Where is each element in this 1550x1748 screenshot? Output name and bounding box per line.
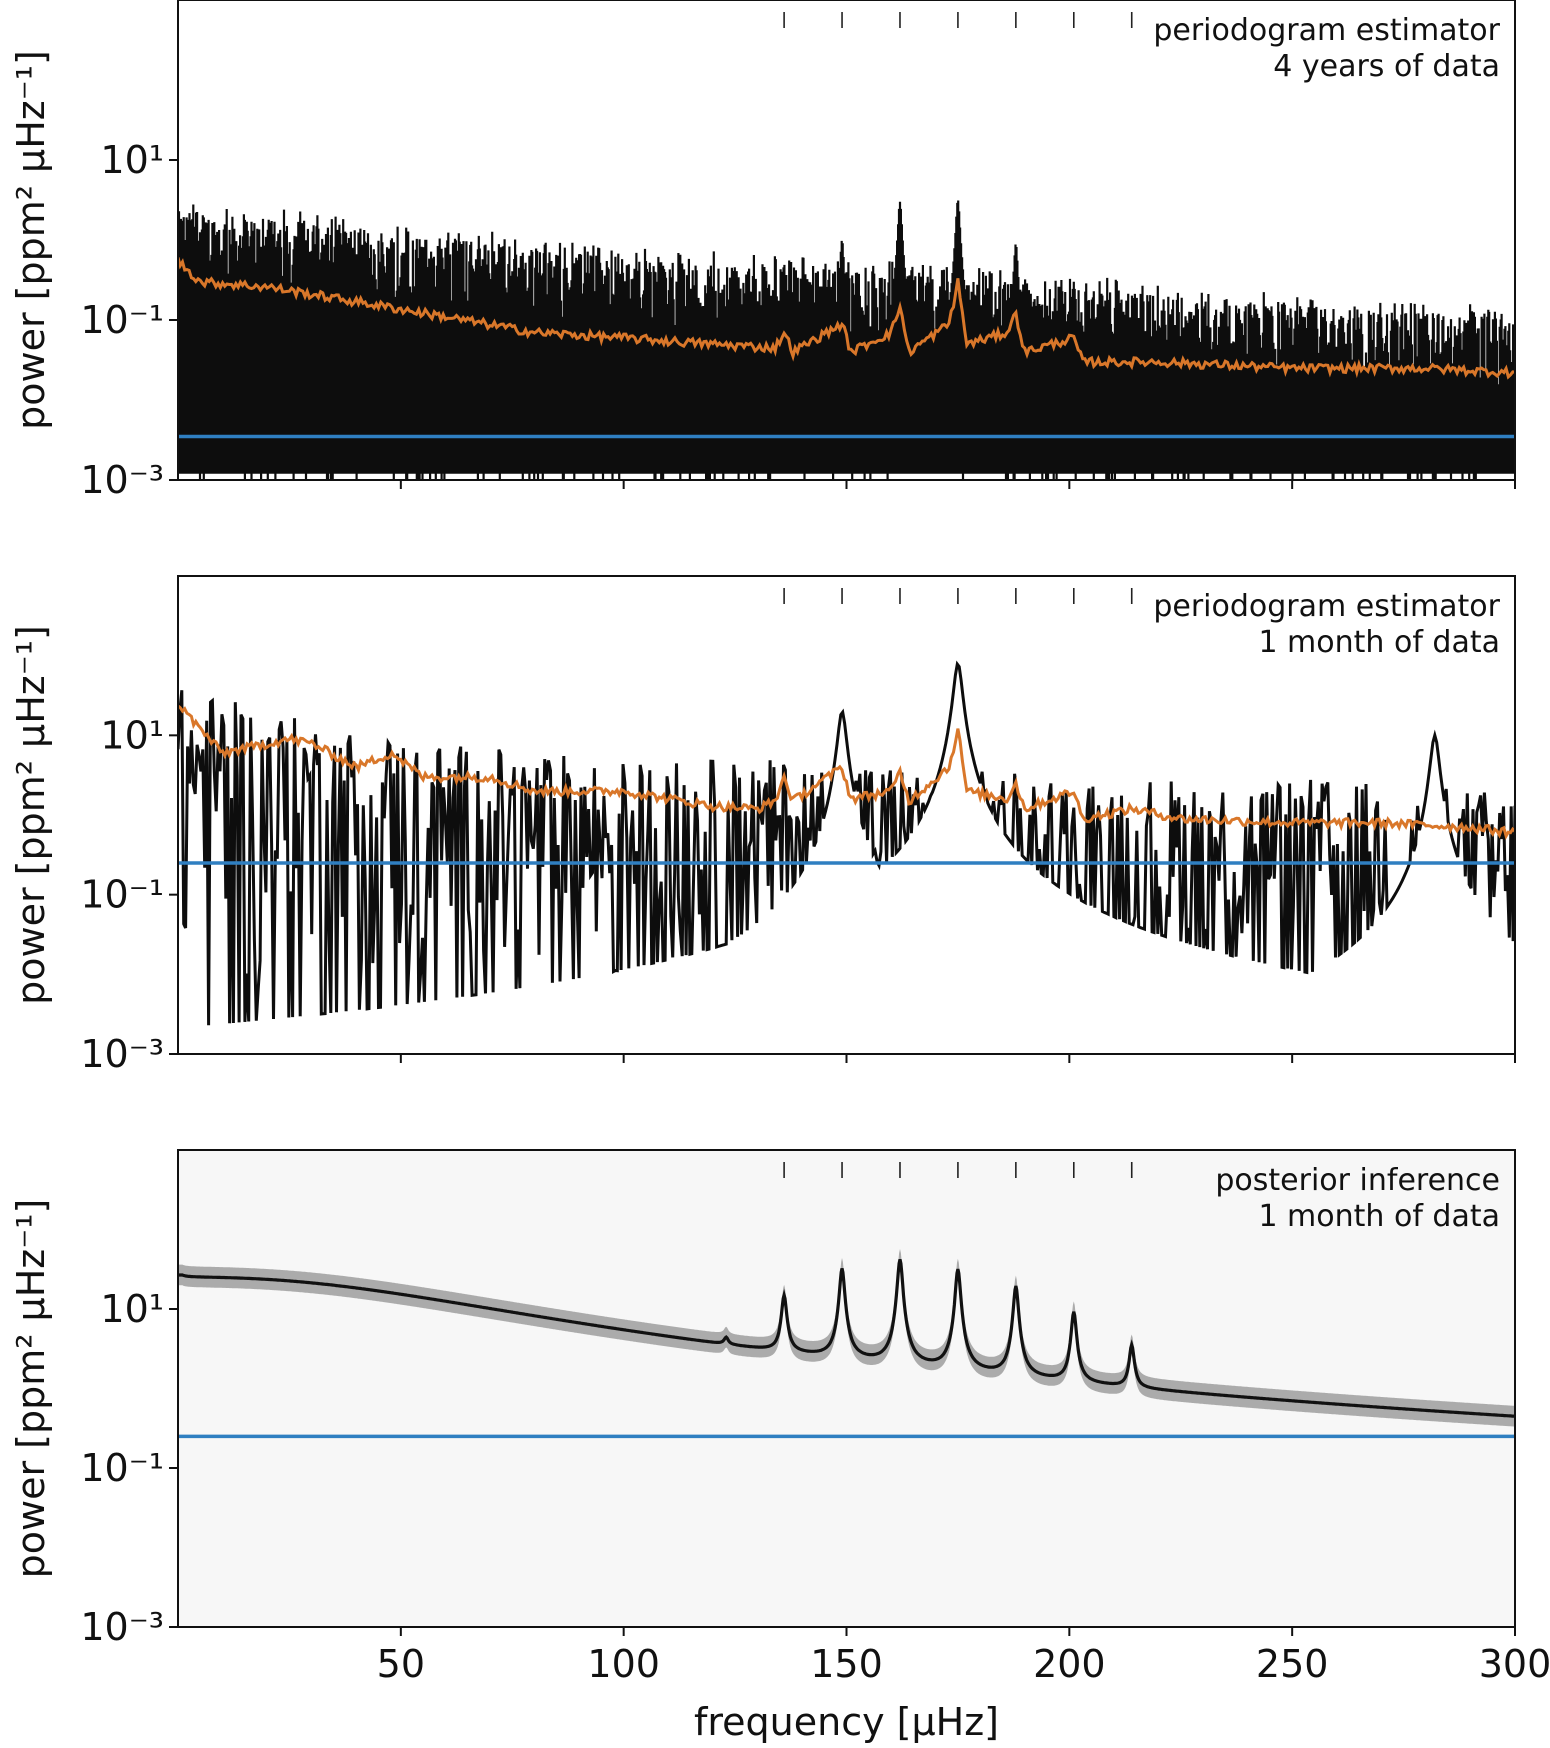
annotation-line-1: posterior inference <box>1215 1163 1500 1198</box>
y-tick-label: 10⁻³ <box>80 458 164 502</box>
plot-area <box>178 660 1515 1026</box>
y-tick-label: 10⁻¹ <box>80 298 164 342</box>
y-tick-label: 10¹ <box>100 713 164 757</box>
posterior-median <box>178 1259 1515 1418</box>
panel-posterior: posterior inference 1 month of data powe… <box>9 1149 1550 1686</box>
y-tick-label: 10⁻³ <box>80 1605 164 1649</box>
annotation-line-2: 1 month of data <box>1258 625 1500 660</box>
smoothed-series <box>178 704 1515 840</box>
y-tick-label: 10⁻¹ <box>80 1446 164 1490</box>
y-ticks: 10¹ 10⁻¹ 10⁻³ <box>80 1287 178 1649</box>
annotation-line-2: 1 month of data <box>1258 1199 1500 1234</box>
periodogram-series <box>178 660 1515 1026</box>
x-tick-label: 50 <box>377 1642 425 1686</box>
mode-markers <box>783 12 1133 28</box>
posterior-band <box>178 1249 1515 1427</box>
panel-4-years: periodogram estimator 4 years of data po… <box>9 0 1516 502</box>
x-ticks: 50 100 150 200 250 300 <box>377 1627 1550 1686</box>
smoothed-series <box>178 257 1515 380</box>
x-ticks <box>399 1054 1516 1063</box>
annotation-line-1: periodogram estimator <box>1153 589 1500 624</box>
y-tick-label: 10⁻¹ <box>80 873 164 917</box>
mode-markers <box>783 588 1133 604</box>
annotation-line-1: periodogram estimator <box>1153 13 1500 48</box>
annotation-line-2: 4 years of data <box>1273 49 1500 84</box>
periodogram-series <box>178 200 1515 480</box>
plot-area <box>178 200 1515 480</box>
x-tick-label: 100 <box>587 1642 660 1686</box>
plot-clip <box>178 660 1515 1026</box>
y-axis-label: power [ppm² μHz⁻¹] <box>9 1199 53 1579</box>
mode-markers <box>783 1162 1133 1178</box>
plot-background <box>178 1150 1515 1627</box>
y-ticks: 10¹ 10⁻¹ 10⁻³ <box>80 713 178 1076</box>
x-tick-label: 300 <box>1479 1642 1550 1686</box>
y-tick-label: 10⁻³ <box>80 1032 164 1076</box>
x-ticks <box>399 480 1516 489</box>
x-tick-label: 200 <box>1033 1642 1106 1686</box>
plot-clip <box>178 200 1515 480</box>
x-axis-label: frequency [μHz] <box>694 1700 999 1744</box>
y-ticks: 10¹ 10⁻¹ 10⁻³ <box>80 138 178 502</box>
y-axis-label: power [ppm² μHz⁻¹] <box>9 625 53 1005</box>
y-tick-label: 10¹ <box>100 1287 164 1331</box>
plot-area <box>178 1249 1515 1439</box>
plot-clip <box>178 1249 1515 1439</box>
x-tick-label: 250 <box>1256 1642 1329 1686</box>
panel-1-month: periodogram estimator 1 month of data po… <box>9 575 1516 1076</box>
y-axis-label: power [ppm² μHz⁻¹] <box>9 50 53 430</box>
y-tick-label: 10¹ <box>100 138 164 182</box>
x-tick-label: 150 <box>810 1642 883 1686</box>
